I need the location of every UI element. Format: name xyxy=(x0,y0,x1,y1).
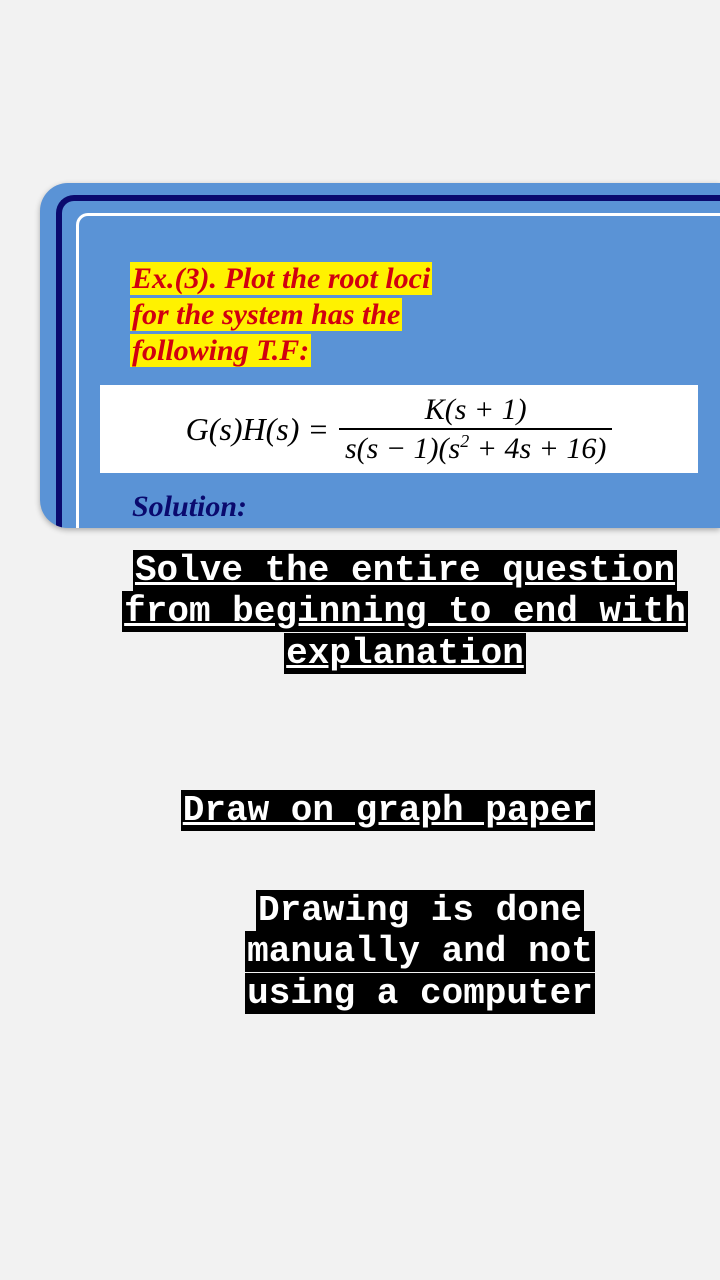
equation-fraction: K(s + 1) s(s − 1)(s2 + 4s + 16) xyxy=(339,393,612,465)
instr1-line2: from beginning to end with xyxy=(122,591,688,632)
equation-lhs: G(s)H(s) = xyxy=(186,411,329,448)
title-line-2: for the system has the xyxy=(130,298,402,331)
title-line-3: following T.F: xyxy=(130,334,311,367)
instr3-line1: Drawing is done xyxy=(256,890,584,931)
fraction-bar xyxy=(339,428,612,430)
instruction-block-1: Solve the entire question from beginning… xyxy=(120,550,690,674)
problem-card: Ex.(3). Plot the root loci for the syste… xyxy=(40,183,720,528)
instr1-line3: explanation xyxy=(284,633,526,674)
equation-box: G(s)H(s) = K(s + 1) s(s − 1)(s2 + 4s + 1… xyxy=(100,385,698,473)
instruction-block-3: Drawing is done manually and not using a… xyxy=(170,890,670,1014)
instr1-line1: Solve the entire question xyxy=(133,550,677,591)
instr3-line2: manually and not xyxy=(245,931,595,972)
solution-label: Solution: xyxy=(132,490,247,524)
equation-denominator: s(s − 1)(s2 + 4s + 16) xyxy=(339,432,612,465)
instr2-line1: Draw on graph paper xyxy=(181,790,595,831)
problem-title: Ex.(3). Plot the root loci for the syste… xyxy=(130,261,550,369)
instr3-line3: using a computer xyxy=(245,973,595,1014)
title-line-1: Ex.(3). Plot the root loci xyxy=(130,262,432,295)
instruction-block-2: Draw on graph paper xyxy=(108,790,668,831)
equation-numerator: K(s + 1) xyxy=(415,393,537,426)
